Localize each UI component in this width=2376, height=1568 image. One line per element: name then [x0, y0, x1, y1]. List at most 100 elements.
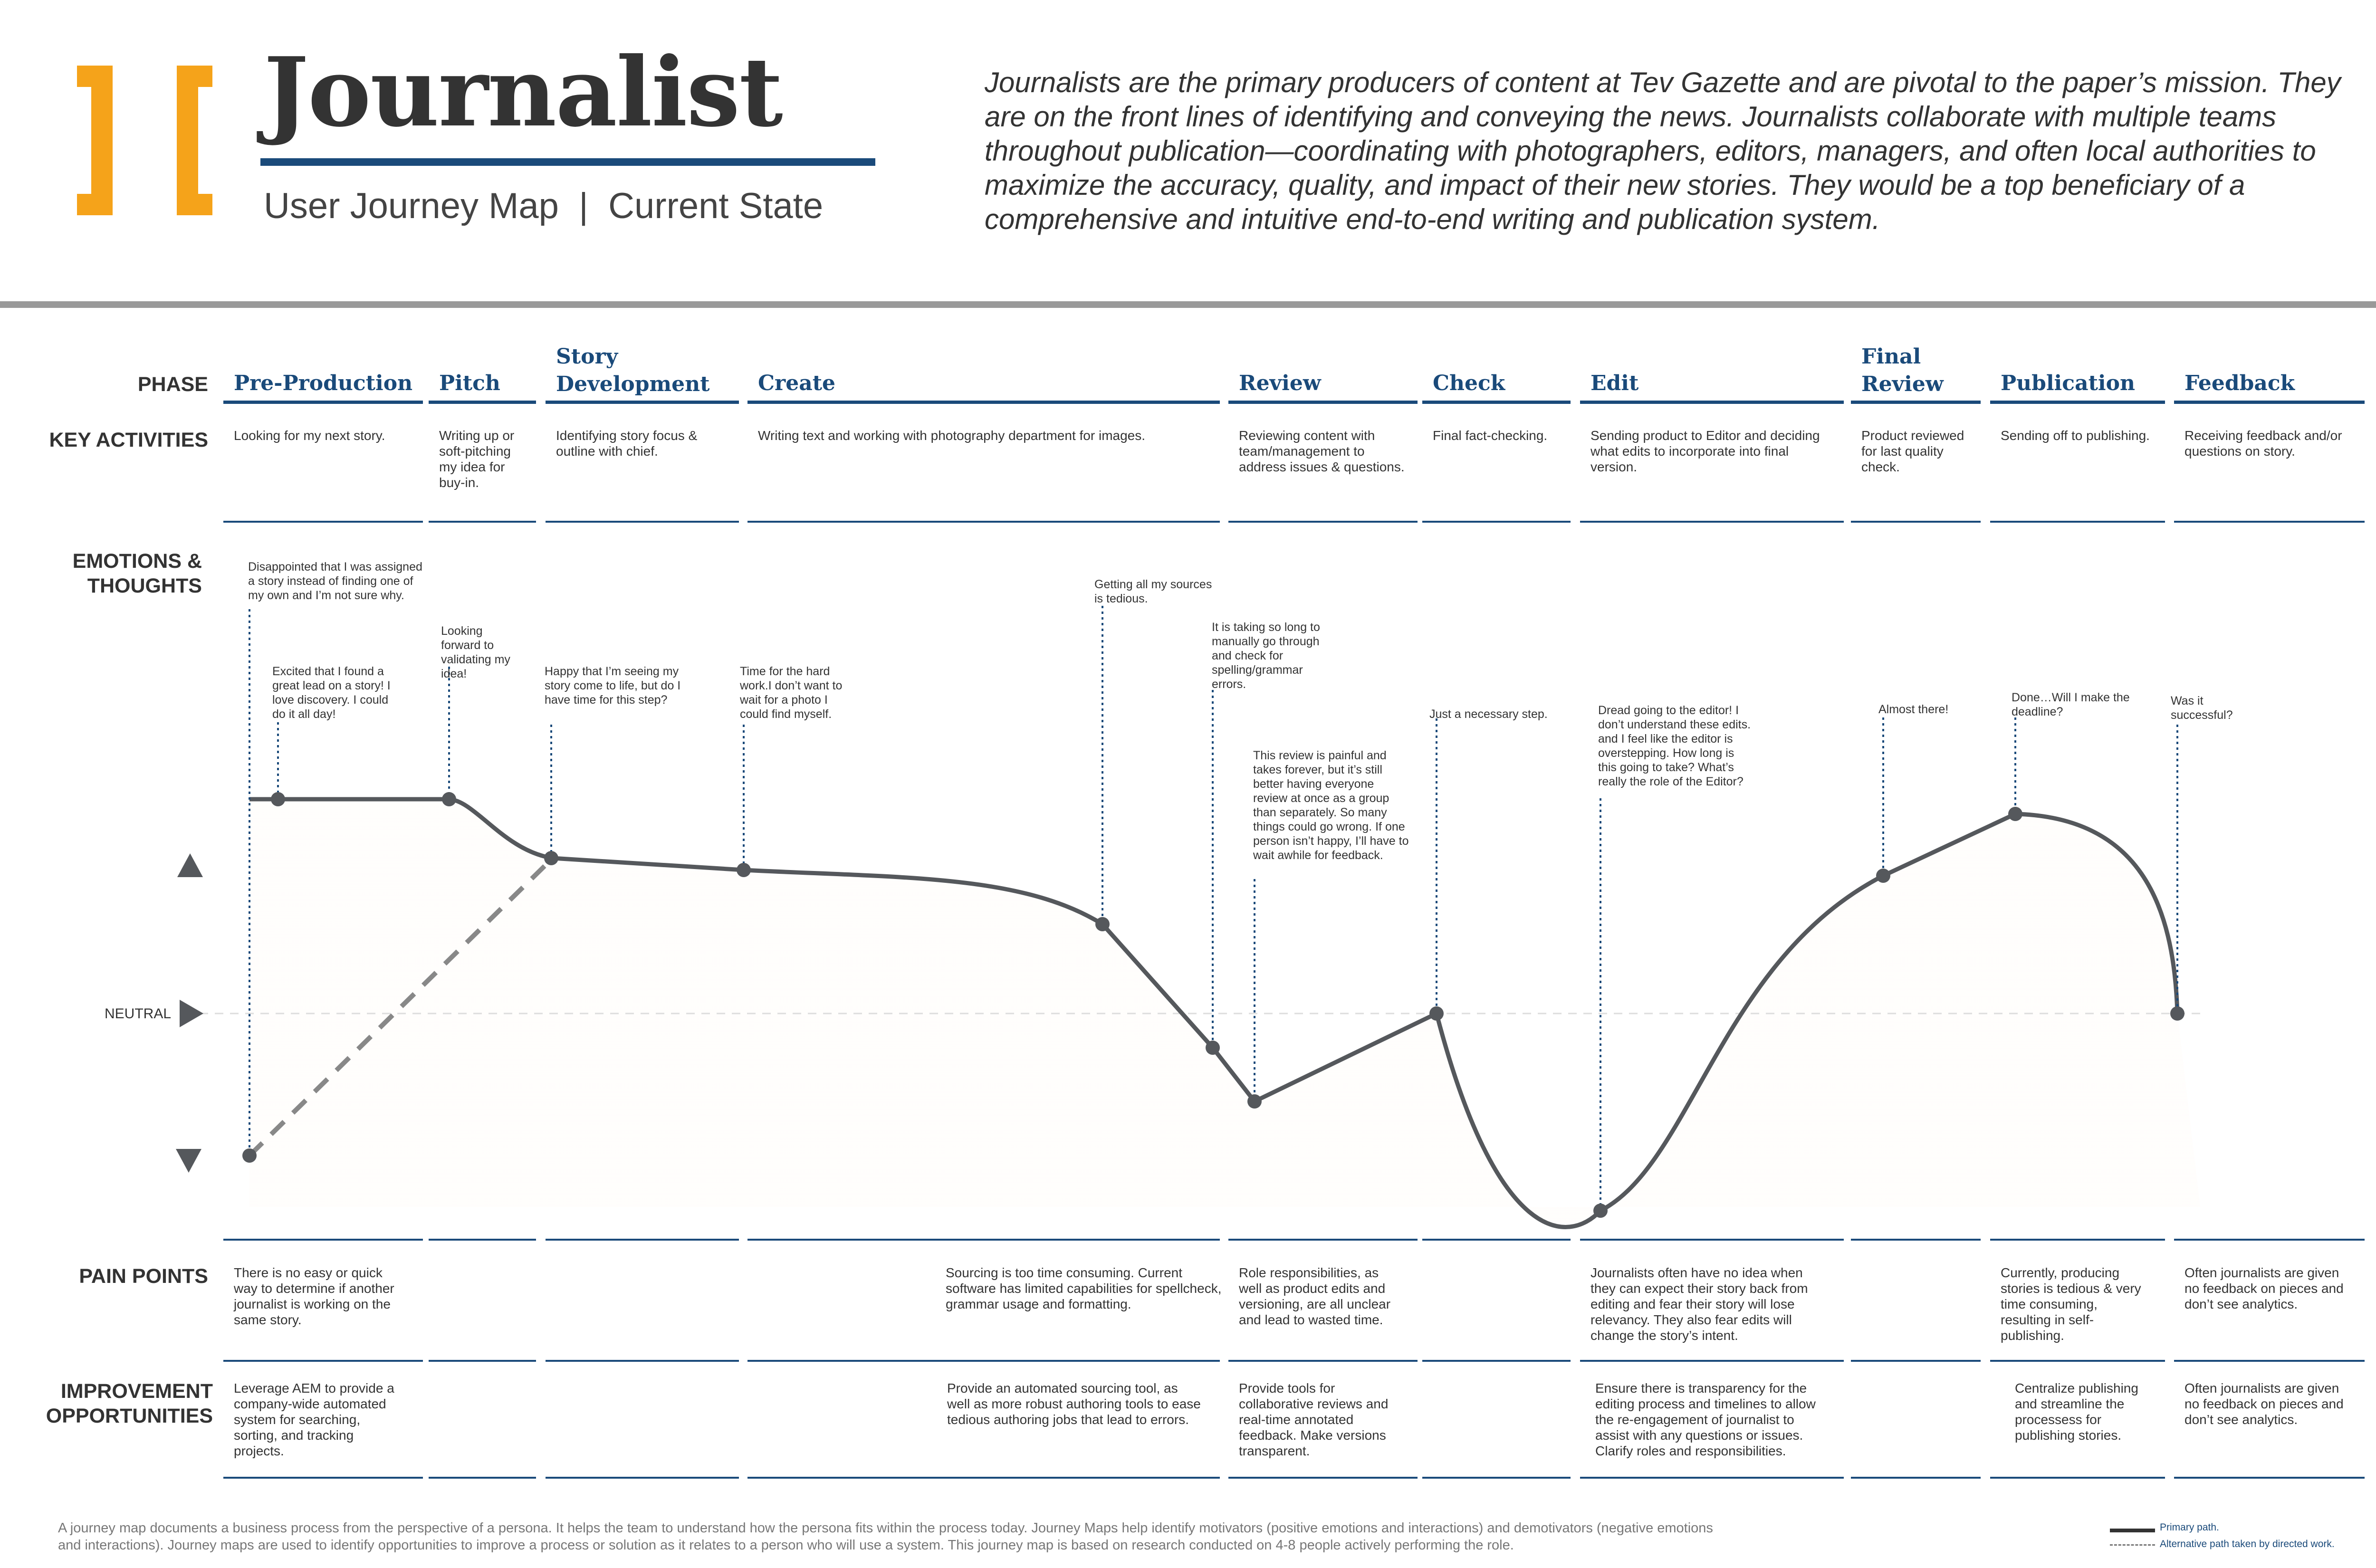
activity-rule [2174, 521, 2365, 523]
pain-rule [2174, 1360, 2365, 1362]
improvement-rule [1990, 1477, 2165, 1479]
section-divider [0, 301, 2376, 308]
emotion-point [442, 792, 456, 806]
activity-rule [1422, 521, 1571, 523]
improvement-text: Often journalists are given no feedback … [2184, 1381, 2344, 1427]
emotion-point [544, 851, 558, 865]
emotion-point [1206, 1041, 1220, 1055]
pain-point-text: Role responsibilities, as well as produc… [1239, 1265, 1391, 1327]
neutral-label: NEUTRAL [105, 1006, 172, 1022]
pain-point-text: Often journalists are given no feedback … [2184, 1265, 2344, 1311]
activity-rule [1990, 521, 2165, 523]
emotion-point [1429, 1006, 1444, 1021]
phase-label: Check [1433, 371, 1505, 395]
thought-text: Time for the hard work.I don’t want to w… [740, 665, 843, 721]
phase-label: Final Review [1861, 344, 1944, 396]
pain-rule [546, 1360, 739, 1362]
activity-text: Sending off to publishing. [2001, 428, 2150, 443]
emotion-point [242, 1148, 257, 1163]
emotion-rule [747, 1239, 1220, 1241]
thought-text: Almost there! [1878, 703, 1949, 716]
pain-rule [1580, 1360, 1844, 1362]
phase-rule [546, 401, 739, 404]
negative-arrow-icon [176, 1149, 201, 1173]
emotion-rule [1422, 1239, 1571, 1241]
pain-point-text: Journalists often have no idea when they… [1590, 1265, 1808, 1343]
emotion-point [1095, 917, 1110, 931]
emotion-point [2170, 1006, 2184, 1021]
improvement-rule [1422, 1477, 1571, 1479]
pain-rule [223, 1360, 423, 1362]
improvement-rule [2174, 1477, 2365, 1479]
activity-rule [747, 521, 1220, 523]
emotion-point [271, 792, 285, 806]
activity-rule [223, 521, 423, 523]
persona-description: Journalists are the primary producers of… [985, 67, 2341, 235]
phase-label: Publication [2001, 371, 2135, 395]
emotion-point [2008, 807, 2022, 821]
phase-label: Pre-Production [234, 371, 413, 395]
pain-point-text: There is no easy or quick way to determi… [234, 1265, 394, 1327]
phase-label: Feedback [2184, 371, 2295, 395]
emotion-point [1247, 1094, 1262, 1109]
phase-rule [1228, 401, 1418, 404]
emotion-rule [1580, 1239, 1844, 1241]
emotion-rule [1990, 1239, 2165, 1241]
emotion-point [1593, 1204, 1608, 1218]
improvement-rule [1580, 1477, 1844, 1479]
phase-rule [1990, 401, 2165, 404]
thought-text: Getting all my sources is tedious. [1094, 578, 1212, 605]
activity-text: Reviewing content with team/management t… [1239, 428, 1405, 474]
emotion-point [737, 863, 751, 877]
phase-label: Create [758, 371, 836, 395]
phase-rule [223, 401, 423, 404]
phase-label: Story Development [556, 344, 710, 396]
phase-rule [747, 401, 1220, 404]
improvement-text: Leverage AEM to provide a company-wide a… [234, 1381, 394, 1458]
emotion-rule [1851, 1239, 1981, 1241]
brand-logo [77, 66, 212, 215]
legend-primary-label: Primary path. [2160, 1522, 2219, 1533]
emotion-rule [223, 1239, 423, 1241]
row-label-emotions: EMOTIONS & THOUGHTS [72, 550, 202, 597]
thought-text: It is taking so long to manually go thro… [1212, 621, 1320, 691]
improvement-text: Centralize publishing and streamline the… [2015, 1381, 2138, 1443]
title-rule [260, 158, 875, 166]
activity-rule [1228, 521, 1418, 523]
thought-text: Was it successful? [2171, 694, 2233, 722]
improvement-rule [747, 1477, 1220, 1479]
thought-text: Done…Will I make the deadline? [2012, 691, 2130, 718]
activity-rule [546, 521, 739, 523]
pain-rule [747, 1360, 1220, 1362]
activity-text: Sending product to Editor and deciding w… [1590, 428, 1820, 474]
activity-text: Identifying story focus & outline with c… [556, 428, 698, 459]
improvement-rule [223, 1477, 423, 1479]
phase-rule [1851, 401, 1981, 404]
pain-point-text: Currently, producing stories is tedious … [2001, 1265, 2141, 1343]
emotion-rule [2174, 1239, 2365, 1241]
phase-rule [429, 401, 536, 404]
row-label-activities: KEY ACTIVITIES [49, 429, 208, 451]
phase-rule [1422, 401, 1571, 404]
activity-text: Final fact-checking. [1433, 428, 1548, 443]
improvement-rule [1851, 1477, 1981, 1479]
phase-label: Review [1239, 371, 1321, 395]
alternative-path [248, 856, 555, 1157]
pain-rule [1851, 1360, 1981, 1362]
activity-rule [429, 521, 536, 523]
footer-note: A journey map documents a business proce… [58, 1520, 1713, 1553]
phase-rule [1580, 401, 1844, 404]
pain-point-text: Sourcing is too time consuming. Current … [946, 1265, 1222, 1311]
activity-rule [1851, 521, 1981, 523]
improvement-rule [1228, 1477, 1418, 1479]
phase-label: Pitch [439, 371, 500, 395]
improvement-text: Provide tools for collaborative reviews … [1239, 1381, 1389, 1458]
emotion-rule [546, 1239, 739, 1241]
row-label-pain-points: PAIN POINTS [79, 1265, 208, 1288]
emotion-rule [1228, 1239, 1418, 1241]
legend-primary-swatch [2110, 1529, 2155, 1532]
legend-alt-label: Alternative path taken by directed work. [2160, 1539, 2335, 1549]
improvement-text: Provide an automated sourcing tool, as w… [947, 1381, 1201, 1427]
emotion-rule [429, 1239, 536, 1241]
thought-text: Looking forward to validating my idea! [441, 624, 510, 680]
